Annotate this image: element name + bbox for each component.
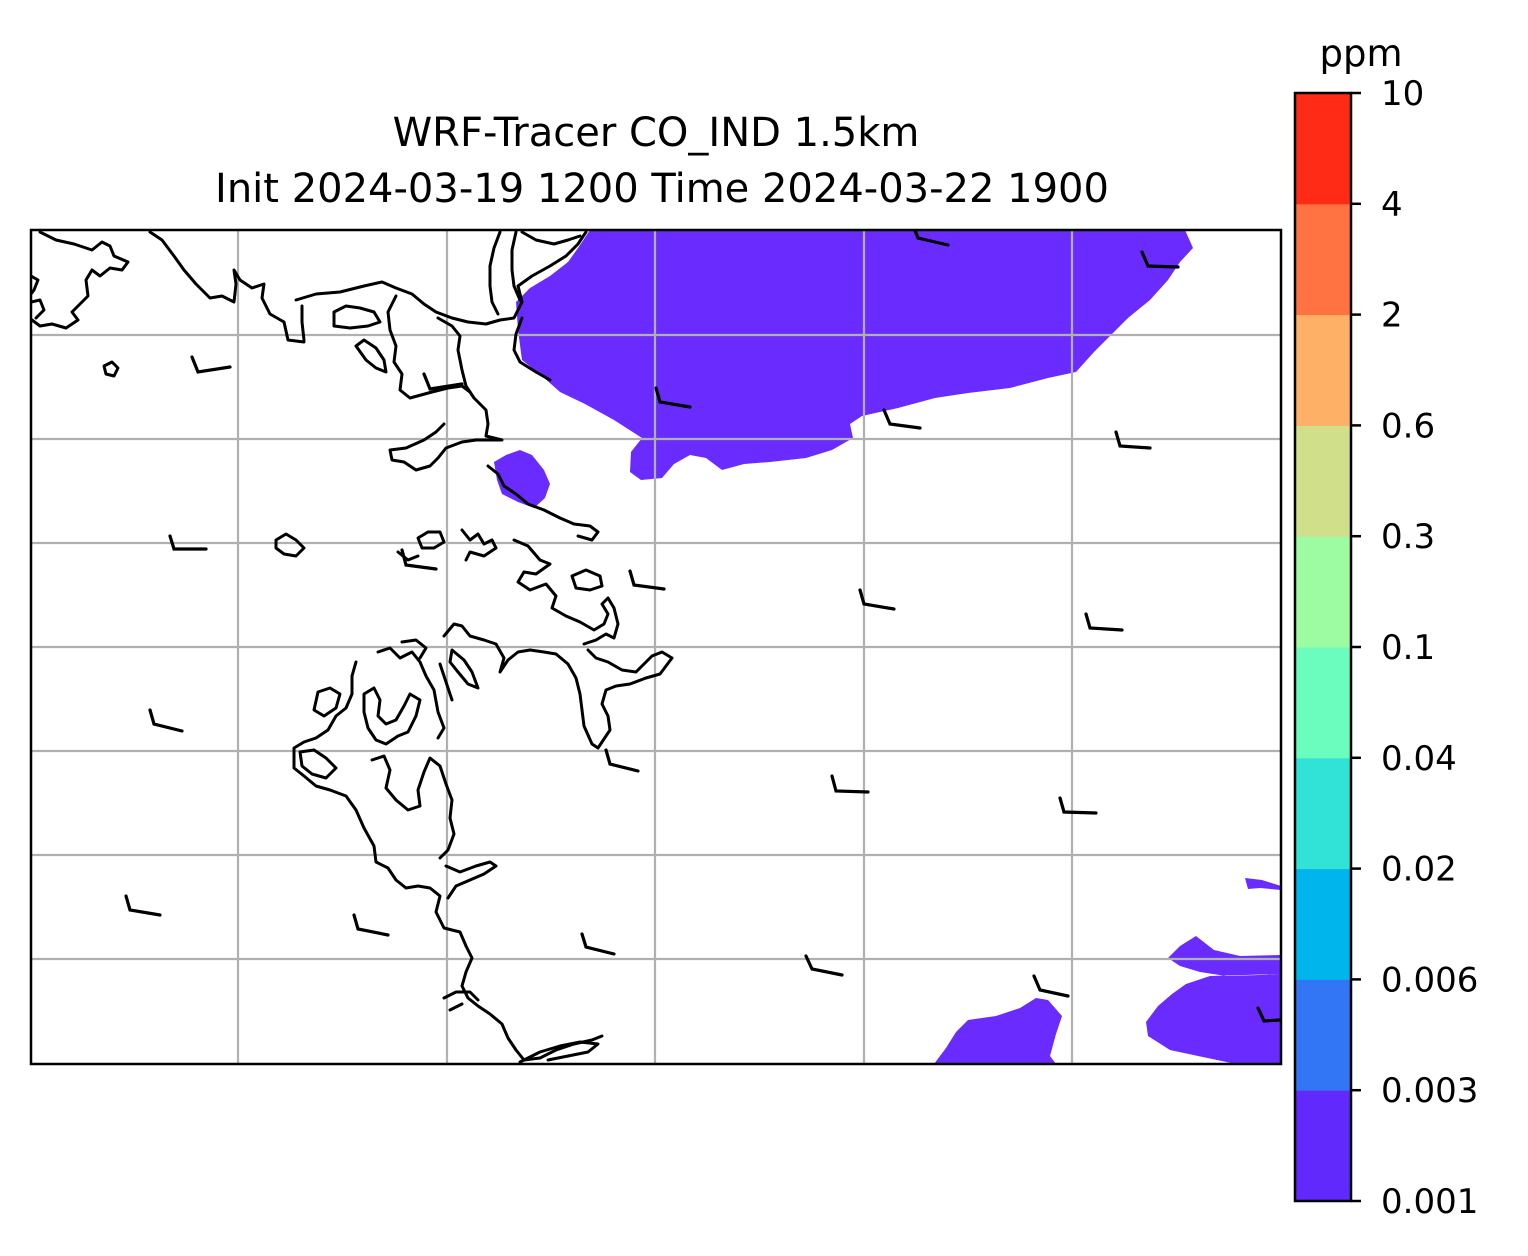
colorbar-tick-label: 0.02 [1381,850,1457,890]
wind-barb [1058,796,1098,815]
coastline [148,230,588,344]
wind-barb [1114,430,1152,450]
plume-southeast [1146,936,1281,1064]
coastline [386,294,472,400]
coastline [396,530,446,562]
wind-barb [654,386,692,409]
wind-barb [580,932,616,956]
plume-small-blob [494,450,550,508]
wind-barb [1084,612,1124,632]
colorbar-unit-label: ppm [1319,32,1402,75]
colorbar-tick-label: 0.001 [1381,1182,1478,1222]
coastline [448,648,480,690]
map-frame [29,228,1283,1066]
colorbar-tick-label: 0.3 [1381,517,1435,557]
colorbar-band [1295,203,1351,316]
wind-barb [604,748,640,773]
coastline [512,538,620,646]
coastline [518,1040,600,1064]
coastlines [31,230,674,1064]
colorbar-band [1295,757,1351,870]
chart-title-line1: WRF-Tracer CO_IND 1.5km [393,110,920,156]
coastline [31,274,46,320]
coastline [292,660,604,1062]
coastline [444,860,498,900]
plume-north [516,230,1193,480]
wind-barb [1140,250,1180,269]
coastline [354,338,388,374]
colorbar-band [1295,979,1351,1091]
colorbar-tick-label: 10 [1381,74,1424,114]
colorbar-tick-label: 0.003 [1381,1071,1478,1111]
wind-barb [830,774,870,794]
colorbar-tick-label: 0.006 [1381,960,1478,1000]
coastline [376,646,446,740]
wind-barb [190,355,232,374]
coastline [31,230,130,330]
colorbar-tick-label: 2 [1381,296,1403,336]
wind-barb [124,894,162,917]
colorbar-tick-label: 0.04 [1381,739,1457,779]
wind-barb [628,569,666,591]
colorbar-band [1295,425,1351,537]
wind-barb [858,588,896,611]
colorbar-tick-label: 0.1 [1381,628,1435,668]
wind-barb [422,372,464,391]
colorbar-band [1295,314,1351,426]
coastline [460,528,498,562]
coastline [274,532,306,558]
colorbar-band [1295,93,1351,205]
wind-barb [148,708,184,733]
colorbar-band [1295,647,1351,759]
coastline [388,316,504,472]
colorbar-band [1295,868,1351,980]
coastline [312,686,342,718]
coastline [362,686,422,746]
chart-title-line2: Init 2024-03-19 1200 Time 2024-03-22 190… [215,166,1109,212]
coastline [102,360,120,378]
colorbar-band [1295,536,1351,648]
plume-east-edge [1245,878,1281,890]
wind-barbs [124,230,1281,1023]
colorbar-band [1295,1090,1351,1202]
coastline [442,990,480,1012]
coastline [442,622,674,750]
colorbar: ppm 0.001 0.003 0.006 0.02 0.04 0.1 0.3 0.6 2 4 10 [1293,32,1478,1222]
map-panel [31,230,1281,1064]
colorbar-ticks: 0.001 0.003 0.006 0.02 0.04 0.1 0.3 0.6 2 4 10 [1351,74,1478,1222]
coastline [332,304,382,330]
plume-south [934,998,1062,1064]
coastline [298,748,338,780]
wind-barb [804,954,844,977]
wind-barb [168,534,208,551]
wind-barb [1032,974,1070,998]
coastline [300,230,582,342]
coastline [512,316,552,382]
colorbar-tick-label: 4 [1381,185,1403,225]
coastline [370,754,456,860]
wind-barb [400,548,438,571]
coastline [570,568,604,592]
gridlines [31,230,1281,1064]
wind-barb [913,230,950,247]
colorbar-tick-label: 0.6 [1381,406,1435,446]
colorbar-bands [1295,93,1351,1202]
wind-barb [352,913,390,937]
coastline [486,464,600,542]
tracer-plume [494,230,1281,1064]
coastline [400,638,454,702]
wind-barb [1256,1006,1281,1023]
wind-barb [882,408,922,430]
